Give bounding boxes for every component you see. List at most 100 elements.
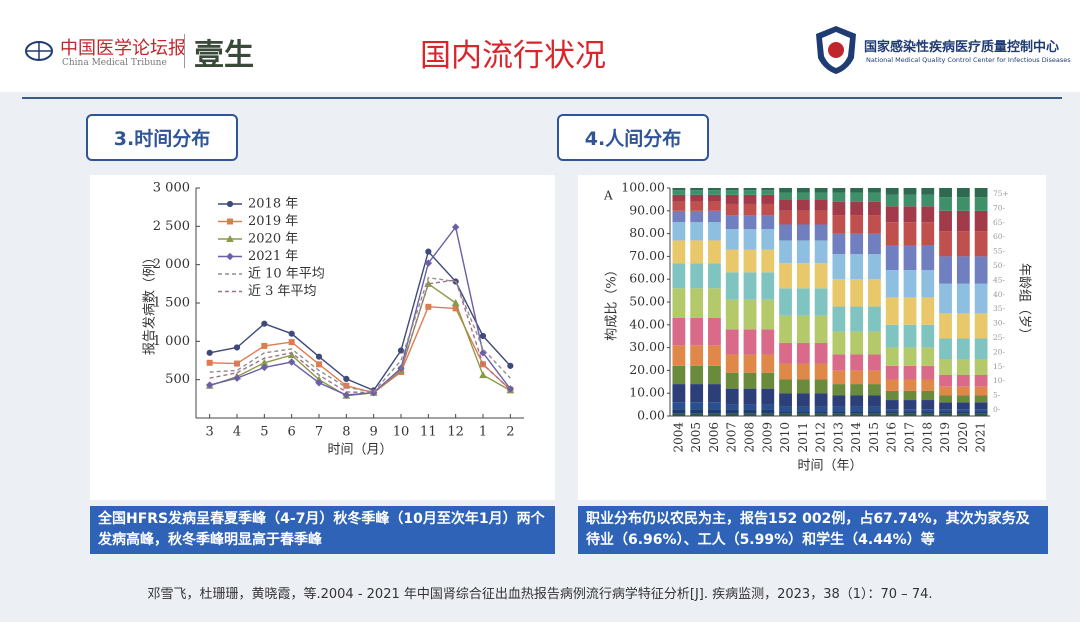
bar-segment (779, 413, 792, 416)
y-tick-label: 2 500 (153, 219, 190, 234)
x-tick-label: 2005 (689, 422, 703, 453)
bar-segment (832, 384, 846, 396)
marker (226, 252, 234, 261)
bar-segment (814, 240, 828, 264)
bar-segment (850, 413, 864, 416)
bar-segment (672, 317, 686, 346)
x-tick-label: 9 (370, 425, 378, 440)
bar-segment (725, 272, 739, 300)
bar-segment (850, 215, 864, 234)
bar-segment (708, 402, 721, 410)
bar-segment (672, 201, 686, 211)
bar-segment (761, 299, 775, 330)
logo-shield (816, 26, 856, 74)
bar-segment (761, 372, 775, 389)
bar-segment (743, 188, 757, 191)
bar-segment (725, 194, 739, 204)
x-tick-label: 2014 (849, 422, 863, 453)
bar-segment (956, 374, 970, 387)
logo-english: China Medical Tribune (62, 58, 167, 68)
bar-segment (761, 203, 775, 216)
bar-segment (974, 409, 988, 412)
logo-name: 中国医学论坛报 (60, 38, 186, 59)
bar-segment (974, 386, 988, 396)
bar-segment (690, 201, 704, 211)
bar-segment (939, 359, 952, 375)
series-line (209, 225, 511, 396)
bar-segment (832, 254, 846, 280)
bar-segment (708, 413, 721, 416)
bar-segment (672, 365, 686, 385)
bar-segment (779, 224, 792, 241)
bar-segment (885, 245, 899, 271)
bar-segment (921, 365, 935, 380)
bar-segment (832, 215, 846, 234)
bar-segment (690, 240, 704, 264)
bar-segment (956, 231, 970, 257)
bar-segment (974, 231, 988, 257)
bar-segment (868, 395, 881, 407)
bar-segment (974, 359, 988, 375)
marker (234, 360, 240, 367)
x-tick-label: 8 (342, 425, 350, 440)
marker (226, 234, 234, 242)
bar-segment (761, 404, 775, 410)
age-group-label: 15- (993, 362, 1006, 371)
bar-segment (885, 413, 899, 416)
bar-segment (921, 270, 935, 298)
bar-segment (974, 411, 988, 414)
x-tick-label: 2007 (725, 422, 739, 453)
bar-segment (814, 406, 828, 412)
y-tick-label: 1 000 (153, 334, 190, 349)
bar-segment (814, 363, 828, 380)
bar-segment (708, 240, 721, 264)
bar-segment (761, 249, 775, 273)
x-tick-label: 2004 (671, 422, 685, 453)
bar-segment (672, 240, 686, 264)
bar-segment (885, 324, 899, 348)
bar-segment (868, 331, 881, 355)
y-axis-label: 构成比（%） (605, 263, 620, 340)
bar-segment (690, 194, 704, 202)
marker (397, 347, 405, 354)
bar-segment (743, 404, 757, 410)
bar-segment (868, 354, 881, 371)
age-group-label: 5- (993, 391, 1001, 400)
bar-segment (850, 331, 864, 355)
bar-segment (903, 206, 917, 223)
bar-segment (974, 413, 988, 416)
bar-segment (832, 395, 846, 407)
bar-segment (743, 388, 757, 405)
bar-segment (725, 249, 739, 273)
bar-segment (779, 411, 792, 414)
bar-segment (885, 194, 899, 207)
bar-segment (725, 229, 739, 250)
marker (287, 358, 296, 366)
logo-icon (25, 41, 53, 61)
x-tick-label: 2018 (920, 422, 934, 453)
bar-segment (939, 395, 952, 403)
bar-segment (814, 199, 828, 211)
y-tick-label: 60.00 (629, 271, 665, 286)
bar-segment (868, 413, 881, 416)
bar-segment (725, 188, 739, 191)
series-line (209, 276, 511, 393)
bar-segment (725, 409, 739, 414)
x-tick-label: 4 (233, 425, 241, 440)
logo-divider (184, 34, 185, 68)
bar-segment (939, 409, 952, 412)
bar-segment (708, 210, 721, 223)
series-line (209, 306, 511, 394)
bar-segment (939, 256, 952, 284)
bar-segment (814, 343, 828, 364)
y-tick-label: 100.00 (621, 180, 665, 195)
legend-label: 2019 年 (248, 214, 298, 229)
bar-segment (708, 288, 721, 318)
bar-segment (939, 197, 952, 211)
bar-segment (708, 409, 721, 414)
bar-segment (690, 413, 704, 416)
x-tick-label: 2015 (867, 422, 881, 453)
age-group-label: 45- (993, 275, 1006, 284)
right-logo-english: National Medical Quality Control Center … (866, 56, 1071, 64)
legend-label: 2021 年 (248, 249, 298, 264)
